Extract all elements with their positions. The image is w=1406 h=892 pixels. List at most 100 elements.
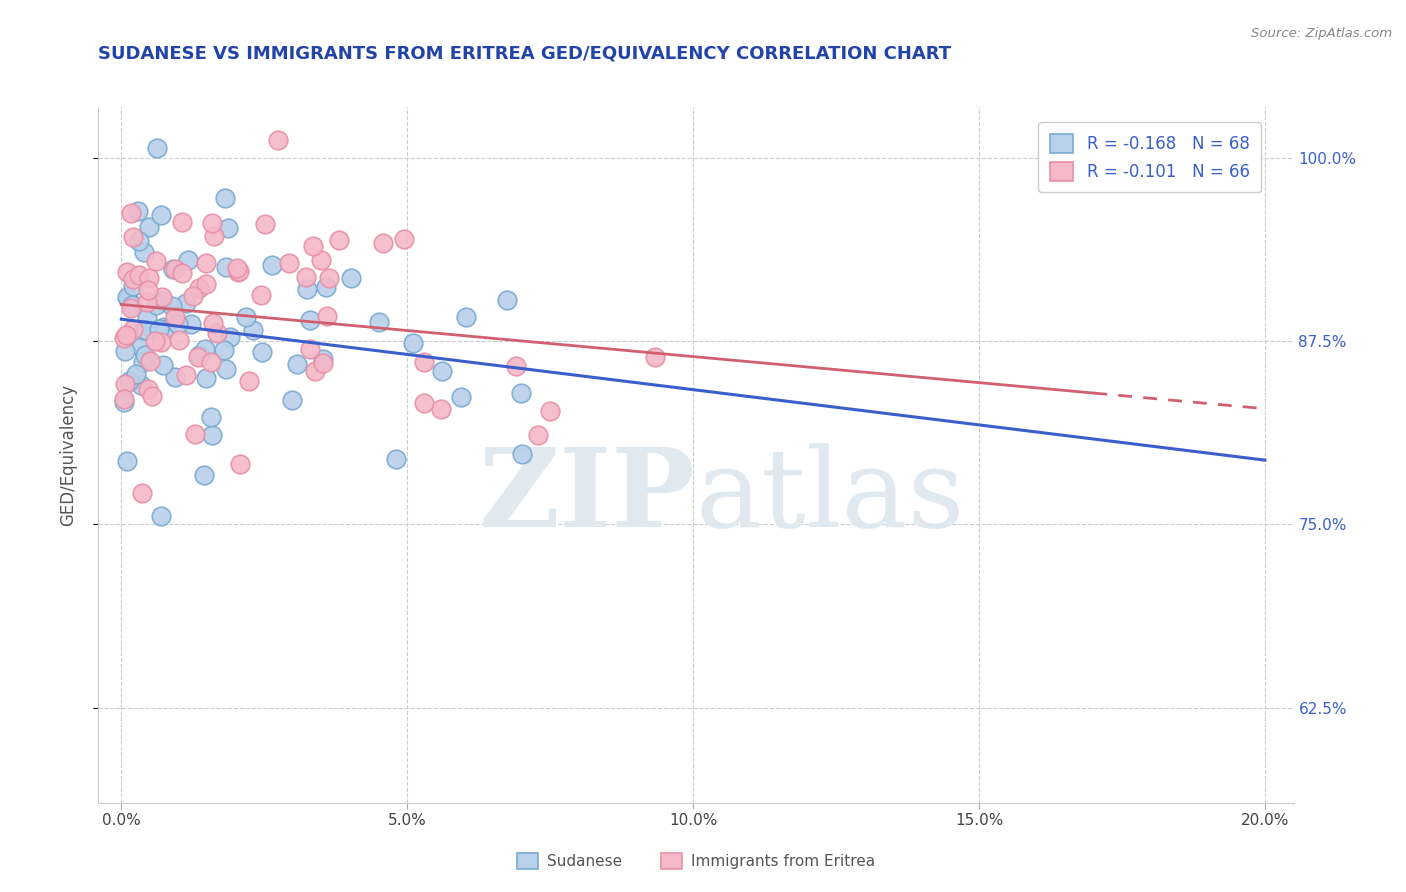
Point — [367, 315, 389, 329]
Point — [149, 508, 172, 523]
Point — [152, 293, 174, 308]
Point — [128, 235, 150, 249]
Point — [170, 215, 193, 229]
Point — [215, 260, 238, 274]
Point — [250, 344, 273, 359]
Point — [202, 228, 225, 243]
Point — [115, 328, 138, 343]
Point — [128, 268, 150, 282]
Point — [260, 258, 283, 272]
Point — [226, 265, 249, 279]
Point — [412, 355, 434, 369]
Point — [134, 348, 156, 362]
Point — [299, 313, 322, 327]
Point — [238, 374, 260, 388]
Point — [149, 209, 172, 223]
Point — [309, 252, 332, 267]
Point — [430, 363, 453, 377]
Point — [188, 348, 211, 362]
Point — [120, 301, 142, 316]
Point — [644, 350, 666, 364]
Point — [153, 319, 176, 334]
Point — [131, 485, 153, 500]
Point — [450, 390, 472, 404]
Point — [538, 404, 561, 418]
Point — [129, 377, 152, 392]
Point — [299, 342, 322, 356]
Point — [180, 317, 202, 331]
Point — [122, 279, 145, 293]
Point — [214, 191, 236, 205]
Point — [160, 299, 183, 313]
Point — [215, 361, 238, 376]
Point — [195, 371, 218, 385]
Point — [250, 288, 273, 302]
Point — [242, 323, 264, 337]
Point — [135, 323, 157, 337]
Point — [195, 256, 218, 270]
Point — [145, 297, 167, 311]
Point — [129, 340, 152, 354]
Point — [312, 352, 335, 367]
Point — [167, 333, 190, 347]
Point — [371, 236, 394, 251]
Point — [148, 322, 170, 336]
Point — [120, 205, 142, 219]
Point — [127, 204, 149, 219]
Text: ZIP: ZIP — [479, 443, 696, 550]
Point — [131, 355, 153, 369]
Point — [318, 271, 340, 285]
Point — [155, 322, 177, 336]
Point — [162, 261, 184, 276]
Point — [304, 364, 326, 378]
Point — [112, 331, 135, 345]
Y-axis label: GED/Equivalency: GED/Equivalency — [59, 384, 77, 526]
Point — [138, 271, 160, 285]
Point — [165, 310, 187, 324]
Point — [114, 377, 136, 392]
Point — [170, 266, 193, 280]
Point — [316, 310, 339, 324]
Point — [454, 310, 477, 325]
Point — [138, 383, 160, 397]
Point — [205, 326, 228, 340]
Point — [136, 295, 159, 310]
Point — [281, 392, 304, 407]
Point — [315, 280, 337, 294]
Point — [114, 343, 136, 358]
Point — [152, 358, 174, 372]
Point — [509, 385, 531, 400]
Point — [201, 427, 224, 442]
Point — [201, 216, 224, 230]
Point — [385, 452, 408, 467]
Point — [302, 239, 325, 253]
Point — [217, 220, 239, 235]
Point — [184, 427, 207, 442]
Point — [228, 264, 250, 278]
Point — [115, 454, 138, 468]
Point — [165, 262, 187, 277]
Point — [118, 374, 141, 388]
Point — [125, 368, 148, 382]
Point — [510, 447, 533, 461]
Point — [267, 133, 290, 147]
Point — [495, 293, 517, 308]
Point — [136, 283, 159, 297]
Point — [181, 288, 204, 302]
Point — [254, 217, 277, 231]
Point — [294, 270, 316, 285]
Point — [135, 311, 157, 326]
Point — [134, 245, 156, 260]
Point — [285, 357, 308, 371]
Point — [505, 359, 527, 373]
Point — [166, 317, 188, 331]
Point — [200, 355, 222, 369]
Point — [527, 427, 550, 442]
Point — [235, 310, 257, 325]
Point — [392, 231, 415, 245]
Point — [121, 298, 143, 312]
Point — [430, 402, 453, 417]
Point — [278, 256, 301, 270]
Point — [194, 342, 217, 356]
Point — [115, 290, 138, 304]
